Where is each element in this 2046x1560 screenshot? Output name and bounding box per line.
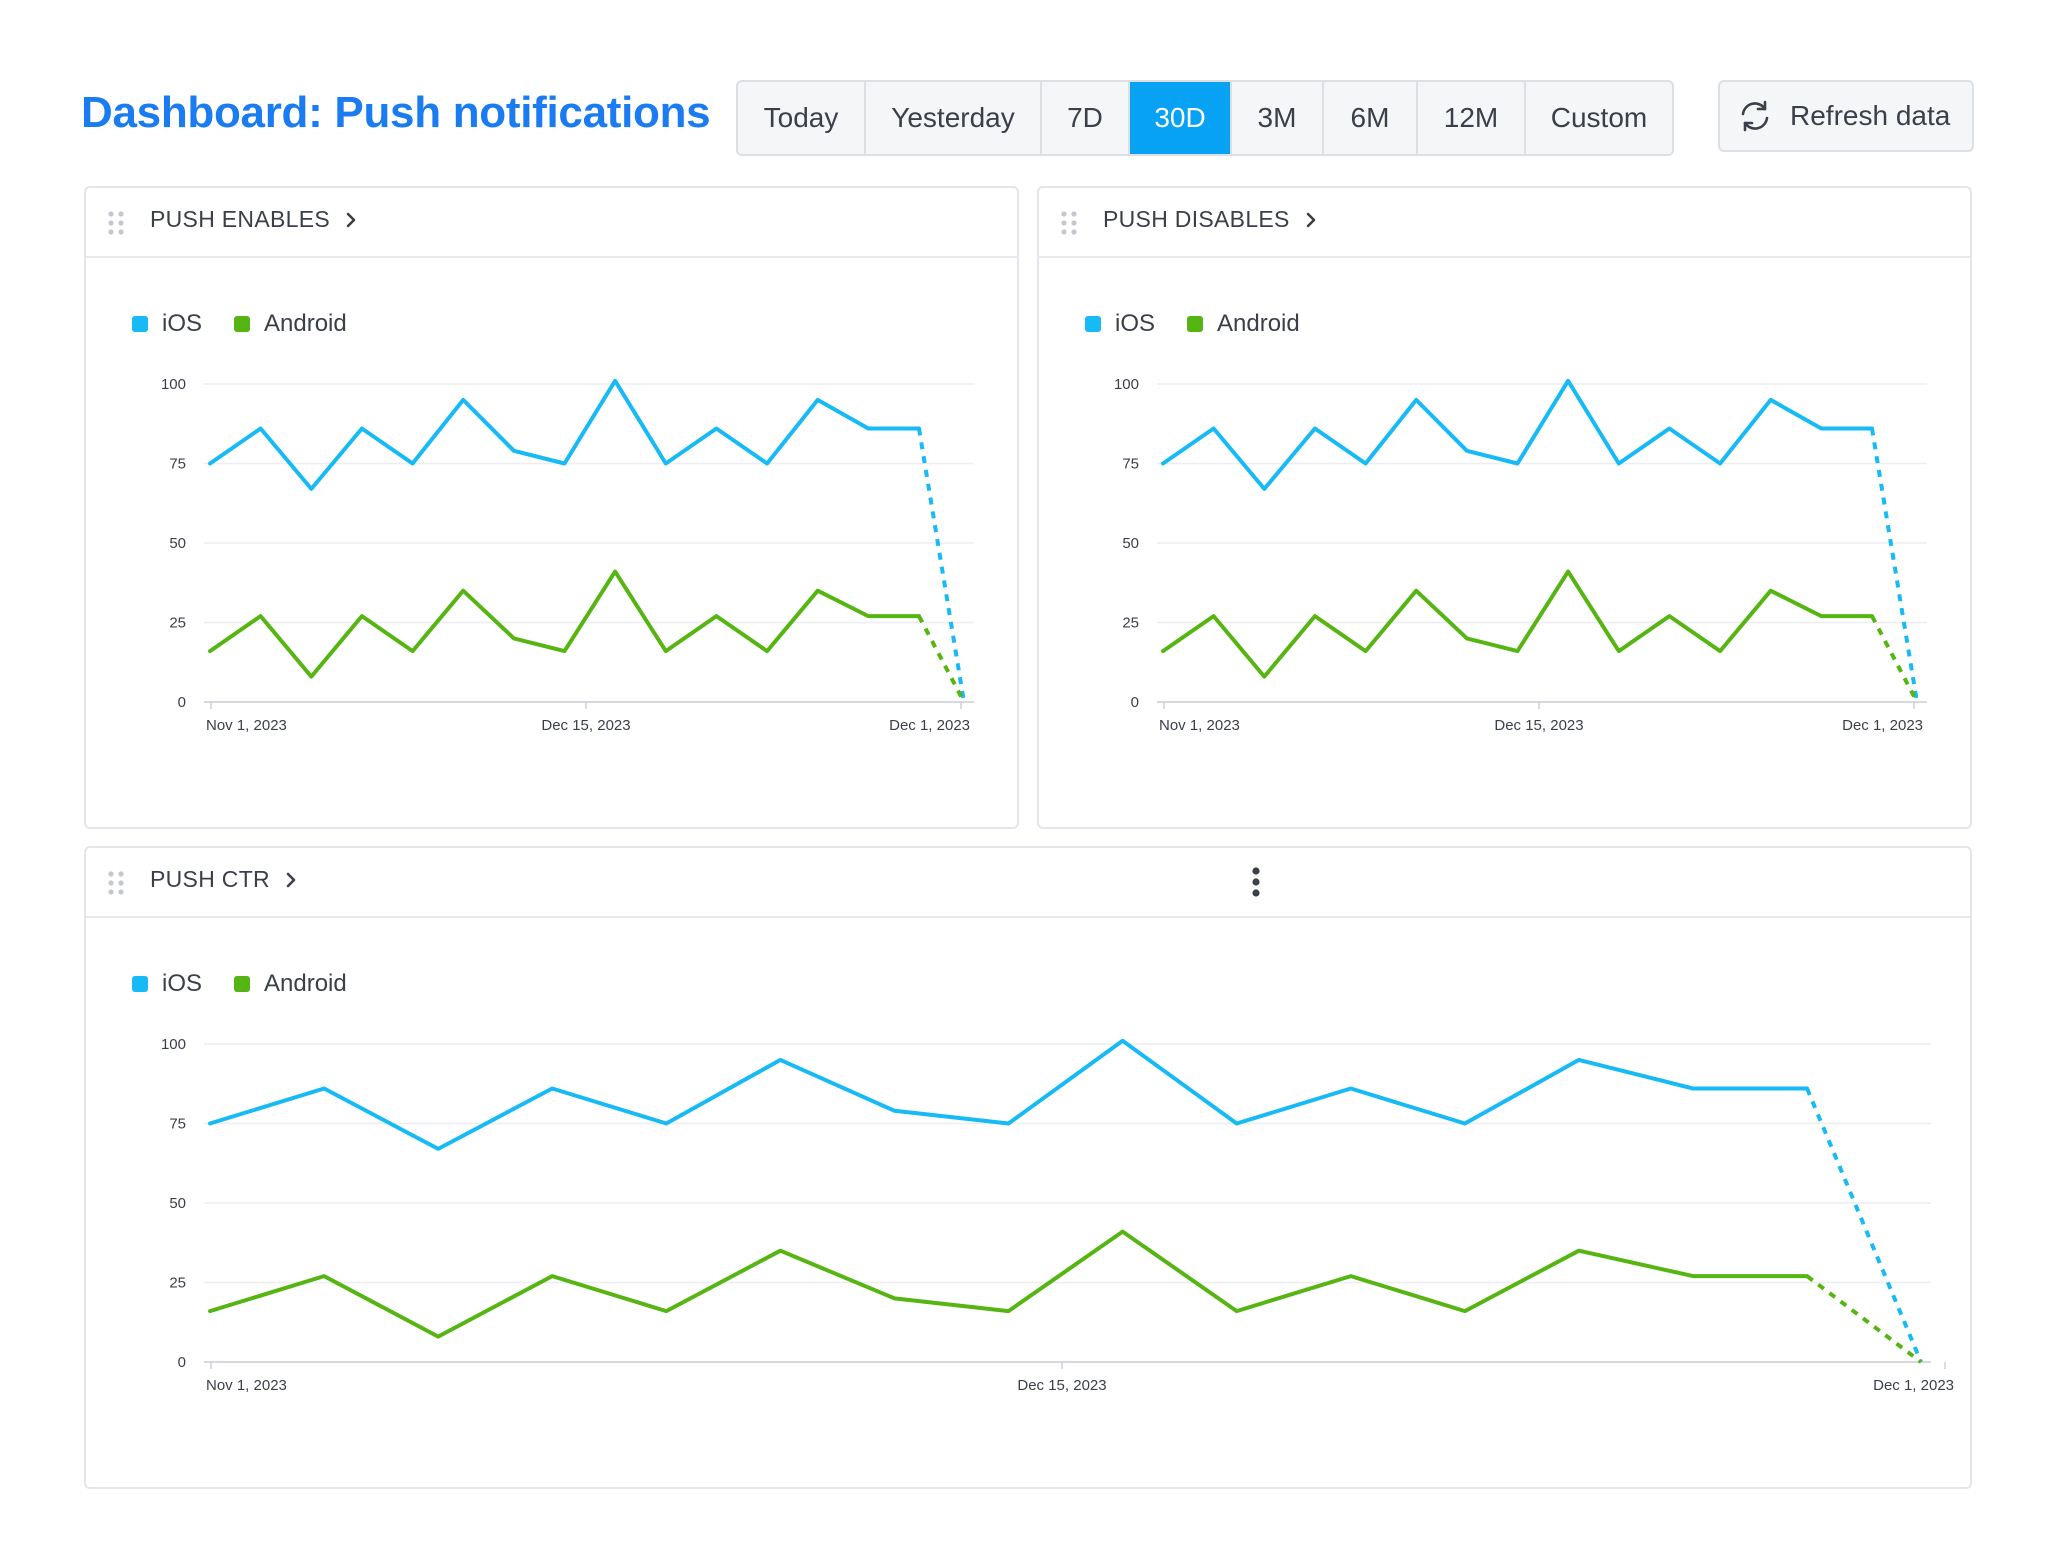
x-tick-label: Dec 1, 2023	[1873, 1377, 1954, 1394]
legend-swatch	[1085, 316, 1101, 332]
legend-label: iOS	[162, 310, 203, 337]
line-chart-push-disables: 0 25 50 75 100 Nov 1, 2023 Dec 15, 2023 Dec 1, …	[1114, 376, 1927, 734]
panel-title-link[interactable]: PUSH DISABLES	[1103, 206, 1318, 233]
legend-swatch	[132, 976, 148, 992]
panel-header: PUSH CTR	[86, 848, 1970, 918]
y-tick-label: 75	[169, 456, 186, 473]
y-tick-label: 25	[1122, 615, 1139, 632]
y-tick-label: 25	[169, 615, 186, 632]
legend-item-android[interactable]: Android	[234, 310, 347, 338]
y-tick-label: 0	[178, 1354, 186, 1371]
panel-title: PUSH ENABLES	[150, 206, 330, 232]
drag-handle-icon[interactable]	[106, 210, 126, 236]
legend-item-ios[interactable]: iOS	[132, 310, 202, 338]
legend-swatch	[132, 316, 148, 332]
x-tick-label: Nov 1, 2023	[206, 717, 287, 734]
date-range-selector: Today Yesterday 7D 30D 3M 6M 12M Custom	[736, 80, 1674, 156]
y-tick-label: 100	[161, 376, 186, 393]
series-projection-android	[1870, 615, 1919, 703]
x-tick-label: Nov 1, 2023	[1159, 717, 1240, 734]
legend-item-ios[interactable]: iOS	[1085, 310, 1155, 338]
legend-label: iOS	[1115, 310, 1156, 337]
range-3m-button[interactable]: 3M	[1232, 82, 1324, 154]
chart-legend: iOS Android	[132, 310, 379, 338]
series-line-ios	[208, 378, 921, 491]
drag-handle-icon[interactable]	[106, 870, 126, 896]
legend-item-android[interactable]: Android	[1187, 310, 1300, 338]
legend-swatch	[1187, 316, 1204, 332]
more-vertical-icon[interactable]	[1251, 866, 1261, 898]
refresh-icon	[1741, 100, 1769, 132]
range-today-button[interactable]: Today	[738, 82, 866, 154]
range-6m-button[interactable]: 6M	[1324, 82, 1418, 154]
x-tick-label: Dec 1, 2023	[889, 717, 970, 734]
panel-title-link[interactable]: PUSH CTR	[150, 866, 298, 893]
chevron-right-icon	[1306, 212, 1315, 227]
series-projection-android	[917, 615, 966, 703]
refresh-data-button[interactable]: Refresh data	[1718, 80, 1974, 152]
legend-label: Android	[264, 970, 347, 997]
panel-header: PUSH DISABLES	[1039, 188, 1970, 258]
x-tick-label: Nov 1, 2023	[206, 1377, 287, 1394]
panel-header: PUSH ENABLES	[86, 188, 1017, 258]
legend-swatch	[234, 976, 251, 992]
range-custom-button[interactable]: Custom	[1550, 102, 1648, 133]
legend-label: iOS	[162, 970, 203, 997]
legend-label: Android	[1217, 310, 1300, 337]
refresh-data-label: Refresh data	[1790, 100, 1951, 131]
y-tick-label: 50	[169, 535, 186, 552]
range-12m-button[interactable]: 12M	[1418, 82, 1526, 154]
panel-push-enables: PUSH ENABLES iOS Android 0 25 50 75 100 Nov 1…	[84, 186, 1019, 829]
chart-legend: iOS Android	[132, 970, 379, 998]
y-tick-label: 100	[1114, 376, 1139, 393]
panel-title-link[interactable]: PUSH ENABLES	[150, 206, 358, 233]
y-tick-label: 75	[1122, 456, 1139, 473]
line-chart-push-enables: 0 25 50 75 100 Nov 1, 2023 Dec 15, 2023 Dec 1, …	[161, 376, 974, 734]
y-tick-label: 75	[169, 1116, 186, 1133]
chevron-right-icon	[286, 872, 296, 887]
y-tick-label: 50	[169, 1195, 186, 1212]
series-line-android	[208, 569, 921, 679]
legend-swatch	[234, 316, 251, 332]
range-30d-button[interactable]: 30D	[1130, 82, 1232, 154]
panel-title: PUSH DISABLES	[1103, 206, 1290, 232]
series-line-android	[208, 1229, 1810, 1339]
series-projection-ios	[1870, 428, 1919, 703]
chart-legend: iOS Android	[1085, 310, 1332, 338]
panel-push-disables: PUSH DISABLES iOS Android 0 25 50 75 100 Nov …	[1037, 186, 1972, 829]
y-tick-label: 50	[1122, 535, 1139, 552]
series-projection-android	[1805, 1274, 1923, 1364]
x-tick-label: Dec 15, 2023	[1017, 1377, 1106, 1394]
range-yesterday-button[interactable]: Yesterday	[866, 82, 1042, 154]
series-projection-ios	[917, 428, 966, 703]
series-line-android	[1161, 569, 1874, 679]
line-chart-push-ctr: 0 25 50 75 100 Nov 1, 2023 Dec 15, 2023 Dec 1, …	[161, 1036, 1954, 1394]
series-line-ios	[1161, 378, 1874, 491]
panel-title: PUSH CTR	[150, 866, 270, 892]
legend-item-ios[interactable]: iOS	[132, 970, 202, 998]
legend-label: Android	[264, 310, 347, 337]
y-tick-label: 0	[1131, 694, 1139, 711]
x-tick-label: Dec 15, 2023	[1494, 717, 1583, 734]
y-tick-label: 0	[178, 694, 186, 711]
range-7d-button[interactable]: 7D	[1042, 82, 1130, 154]
y-tick-label: 100	[161, 1036, 186, 1053]
panel-push-ctr: PUSH CTR iOS Android 0 25 50 75 100 Nov 1, 20…	[84, 846, 1972, 1489]
page-title: Dashboard: Push notifications	[81, 88, 711, 137]
drag-handle-icon[interactable]	[1059, 210, 1079, 236]
x-tick-label: Dec 15, 2023	[541, 717, 630, 734]
legend-item-android[interactable]: Android	[234, 970, 347, 998]
x-tick-label: Dec 1, 2023	[1842, 717, 1923, 734]
chevron-right-icon	[346, 212, 356, 227]
y-tick-label: 25	[169, 1275, 186, 1292]
series-line-ios	[208, 1038, 1810, 1151]
